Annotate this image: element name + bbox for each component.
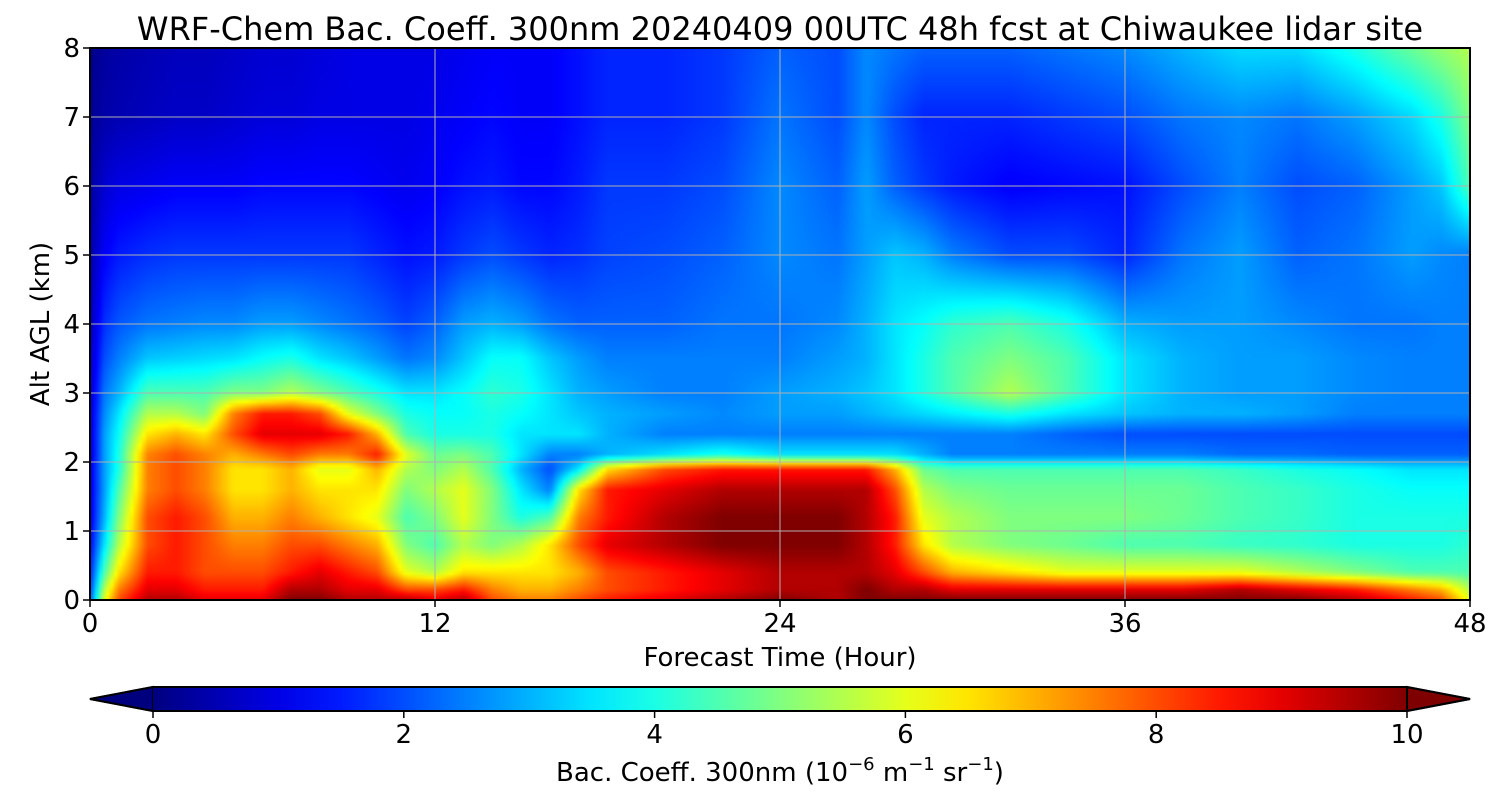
y-tick-label: 6 [63, 172, 80, 202]
colorbar: 0 2 4 6 8 10 Bac. Coeff. 300nm (10−6 m−1 sr−1… [89, 685, 1471, 788]
x-axis-label: Forecast Time (Hour) [643, 643, 916, 673]
x-axis: 0 12 24 36 48 [82, 600, 1487, 639]
colorbar-label-exp1: −6 [848, 754, 875, 775]
y-tick-label: 7 [63, 103, 80, 133]
colorbar-label-mid2: sr [935, 758, 968, 788]
y-tick-label: 0 [63, 586, 80, 616]
y-tick-label: 8 [63, 34, 80, 64]
colorbar-label-mid: m [875, 758, 909, 788]
colorbar-label-end: ) [994, 758, 1004, 788]
y-tick-label: 2 [63, 448, 80, 478]
colorbar-tick-label: 8 [1148, 720, 1165, 750]
x-tick-label: 24 [763, 609, 796, 639]
x-tick-label: 36 [1108, 609, 1141, 639]
colorbar-tick-label: 6 [897, 720, 914, 750]
colorbar-label-exp3: −1 [967, 754, 994, 775]
colorbar-ticks: 0 2 4 6 8 10 [145, 711, 1424, 750]
y-tick-label: 5 [63, 241, 80, 271]
y-tick-label: 1 [63, 517, 80, 547]
colorbar-tick-label: 4 [646, 720, 663, 750]
colorbar-extend-high [1406, 685, 1471, 713]
chart-title: WRF-Chem Bac. Coeff. 300nm 20240409 00UT… [137, 10, 1423, 48]
colorbar-bar [153, 687, 1407, 711]
colorbar-tick-label: 0 [145, 720, 162, 750]
y-axis: 0 1 2 3 4 5 6 7 8 [63, 34, 90, 616]
x-tick-label: 48 [1453, 609, 1486, 639]
y-tick-label: 4 [63, 310, 80, 340]
colorbar-label-exp2: −1 [908, 754, 935, 775]
colorbar-tick-label: 10 [1390, 720, 1423, 750]
x-tick-label: 12 [418, 609, 451, 639]
colorbar-label: Bac. Coeff. 300nm (10−6 m−1 sr−1) [556, 754, 1004, 788]
x-tick-label: 0 [82, 609, 99, 639]
colorbar-tick-label: 2 [396, 720, 413, 750]
colorbar-extend-low [89, 685, 154, 713]
colorbar-label-main: Bac. Coeff. 300nm (10 [556, 758, 848, 788]
y-axis-label: Alt AGL (km) [26, 242, 56, 406]
y-tick-label: 3 [63, 379, 80, 409]
